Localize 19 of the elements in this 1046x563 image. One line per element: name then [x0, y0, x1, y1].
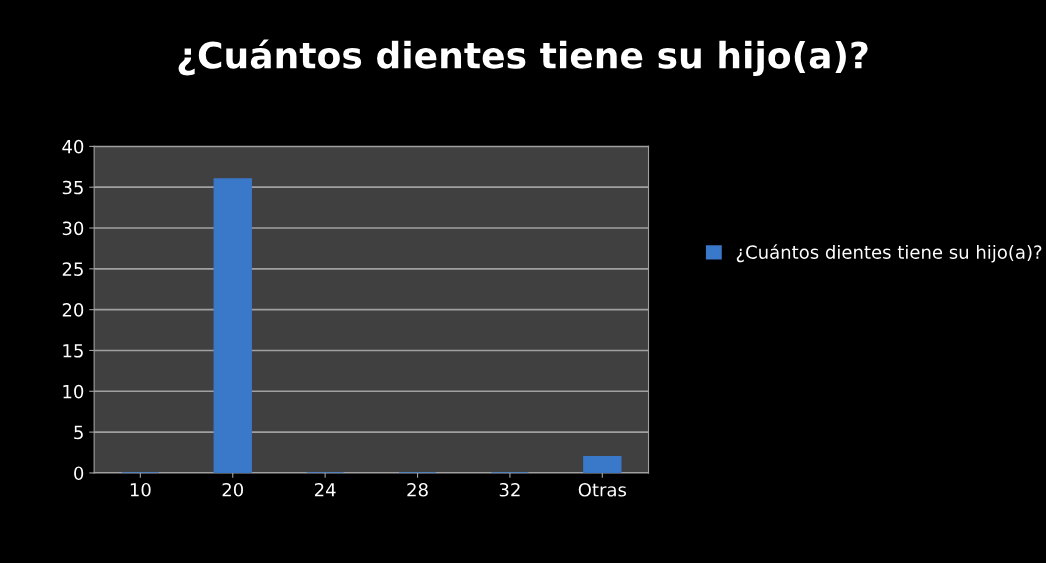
- y-tick-label: 40: [62, 139, 84, 154]
- x-tick-label: Otras: [578, 482, 627, 497]
- y-tick-label: 0: [74, 466, 84, 481]
- x-tick-label: 24: [314, 482, 336, 497]
- bar: [213, 178, 252, 473]
- y-tick-label: 15: [63, 344, 83, 358]
- bar: [583, 455, 622, 473]
- y-tick-label: 30: [62, 221, 84, 236]
- y-tick-label: 25: [62, 262, 83, 276]
- x-tick-label: 20: [222, 482, 244, 497]
- y-tick-label: 10: [63, 384, 84, 399]
- x-tick-label: 10: [130, 482, 151, 497]
- x-tick-label: 32: [499, 482, 520, 497]
- y-tick-label: 5: [74, 425, 83, 440]
- x-tick-label: 28: [407, 482, 428, 497]
- y-tick-label: 20: [62, 303, 84, 317]
- chart-title: ¿Cuántos dientes tiene su hijo(a)?: [178, 39, 868, 77]
- y-tick-label: 35: [62, 180, 83, 195]
- legend-label: ¿Cuántos dientes tiene su hijo(a)?: [736, 244, 1042, 263]
